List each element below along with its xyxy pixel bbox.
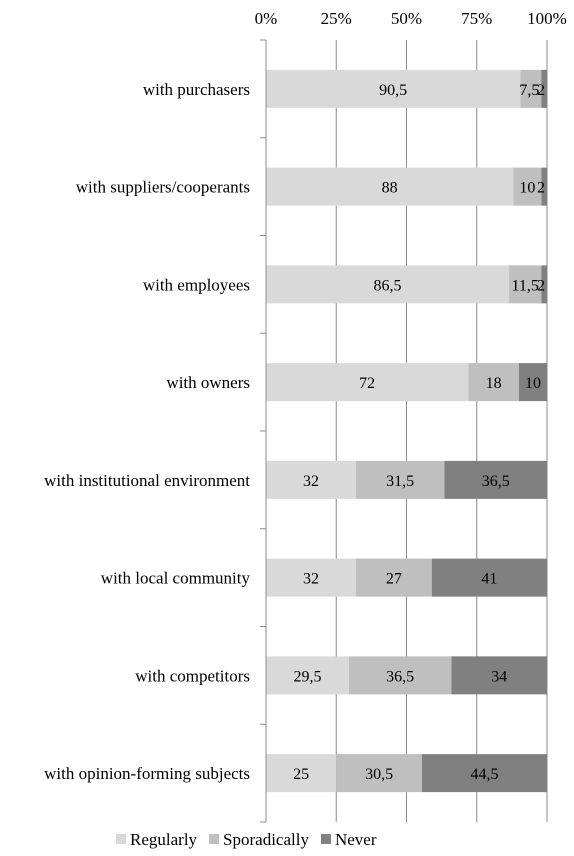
legend-entry: Sporadically	[223, 830, 309, 849]
category-label: with purchasers	[143, 80, 250, 99]
legend-swatch	[320, 834, 331, 844]
category-labels: with purchasers with suppliers/cooperants…	[44, 80, 250, 783]
data-label: 10	[525, 375, 541, 392]
data-label: 2	[537, 180, 545, 197]
data-label: 88	[382, 180, 398, 197]
bar-segment	[348, 656, 452, 695]
category-label: with local community	[101, 569, 251, 588]
bar-segment	[336, 754, 422, 793]
bar-segment	[355, 558, 432, 597]
data-label: 2	[537, 277, 545, 294]
bar-segment	[266, 69, 521, 108]
bar-segment	[266, 558, 356, 597]
data-label: 18	[486, 375, 502, 392]
bar-segment	[518, 363, 547, 402]
data-label: 31,5	[386, 473, 414, 490]
data-label: 44,5	[470, 766, 498, 783]
data-label: 25	[293, 766, 309, 783]
data-label: 86,5	[374, 277, 402, 294]
data-label: 29,5	[293, 668, 321, 685]
category-label: with institutional environment	[44, 471, 250, 490]
bar-segment	[355, 460, 445, 499]
bar-segment	[444, 460, 547, 499]
data-label: 10	[519, 180, 535, 197]
data-label: 32	[303, 571, 319, 588]
x-axis-ticks: 0% 25% 50% 75% 100%	[255, 9, 567, 28]
bar-segment	[266, 363, 469, 402]
data-label: 11,5	[512, 277, 539, 294]
data-label: 32	[303, 473, 319, 490]
data-label: 27	[386, 571, 402, 588]
bar-segment	[266, 656, 349, 695]
data-label: 36,5	[386, 668, 414, 685]
category-label: with employees	[143, 275, 250, 294]
bar-segment	[266, 167, 514, 206]
legend-swatch	[116, 834, 126, 844]
bar-segment	[541, 265, 547, 304]
data-label: 41	[481, 571, 497, 588]
data-label: 90,5	[379, 82, 407, 99]
bar-segment	[541, 167, 547, 206]
x-tick-label: 100%	[527, 9, 567, 28]
bar-segment	[509, 265, 542, 304]
bar-segments	[266, 69, 547, 793]
gridlines	[335, 40, 548, 822]
x-tick-label: 50%	[391, 9, 422, 28]
bar-segment	[520, 69, 542, 108]
bar-segment	[431, 558, 547, 597]
category-axis	[260, 39, 267, 823]
data-label: 72	[359, 375, 375, 392]
data-label: 7,5	[519, 82, 539, 99]
bar-segment	[451, 656, 547, 695]
x-tick-label: 25%	[321, 9, 352, 28]
legend-swatch	[209, 834, 220, 844]
bar-segment	[266, 460, 356, 499]
bar-segment	[541, 69, 547, 108]
data-label: 2	[537, 82, 545, 99]
bar-segment	[468, 363, 519, 402]
legend-entry: Never	[335, 830, 377, 849]
x-tick-label: 75%	[461, 9, 492, 28]
bar-segment	[266, 754, 337, 793]
bar-segment	[513, 167, 542, 206]
category-label: with suppliers/cooperants	[76, 178, 250, 197]
legend: Regularly Sporadically Never	[116, 830, 377, 849]
data-label: 30,5	[365, 766, 393, 783]
category-label: with competitors	[135, 666, 250, 685]
category-label: with owners	[166, 373, 250, 392]
bar-segment	[266, 265, 510, 304]
bar-segment	[421, 754, 547, 793]
x-tick-label: 0%	[255, 9, 278, 28]
data-label: 36,5	[482, 473, 510, 490]
category-label: with opinion-forming subjects	[44, 764, 250, 783]
data-label: 34	[491, 668, 507, 685]
legend-entry: Regularly	[130, 830, 198, 849]
